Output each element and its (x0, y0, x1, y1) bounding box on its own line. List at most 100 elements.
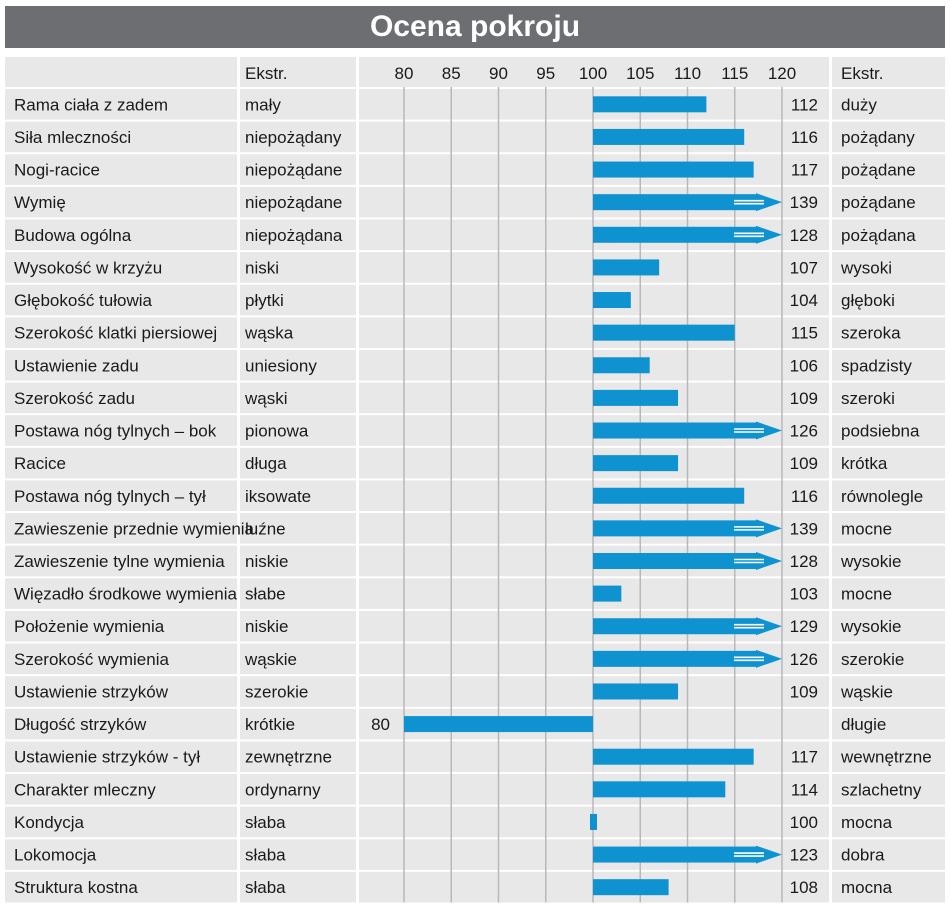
tick-label: 115 (721, 64, 748, 83)
row-cell (832, 806, 945, 838)
row-cell (5, 252, 237, 283)
bar (593, 650, 756, 667)
row-low-extreme: słaba (245, 878, 286, 897)
row-cell (5, 839, 237, 870)
row-cell (832, 349, 945, 381)
tick-label: 110 (674, 64, 701, 83)
bar (593, 683, 679, 700)
bar (593, 161, 754, 178)
row-cell (240, 349, 356, 381)
bar (593, 96, 707, 113)
row-cell (832, 774, 945, 805)
bar (404, 716, 593, 733)
row-low-extreme: niepożądane (245, 193, 342, 212)
row-cell (240, 741, 356, 773)
row-low-extreme: luźne (245, 519, 286, 538)
bar (593, 455, 679, 472)
header-cell (832, 57, 945, 87)
row-trait-label: Zawieszenie tylne wymienia (14, 552, 225, 571)
row-value: 117 (791, 748, 818, 767)
bar-overflow-arrow (756, 617, 782, 636)
row-trait-label: Ustawienie strzyków - tył (14, 748, 200, 767)
row-high-extreme: mocne (841, 585, 892, 604)
row-cell (832, 415, 945, 446)
row-cell (240, 871, 356, 903)
bar (593, 846, 756, 863)
bar (593, 128, 745, 145)
row-cell (832, 708, 945, 740)
row-high-extreme: duży (841, 95, 877, 114)
row-cell (832, 643, 945, 675)
row-cell (832, 284, 945, 316)
row-cell (832, 545, 945, 577)
row-cell (5, 284, 237, 316)
row-low-extreme: niskie (245, 552, 288, 571)
row-trait-label: Kondycja (14, 813, 84, 832)
row-cell (832, 219, 945, 251)
row-low-extreme: niepożądane (245, 161, 342, 180)
row-cell (5, 806, 237, 838)
bar (593, 585, 622, 602)
row-low-extreme: słabe (245, 585, 286, 604)
row-cell (5, 415, 237, 446)
row-high-extreme: pożądany (841, 128, 915, 147)
bar (593, 748, 754, 765)
row-cell (240, 186, 356, 218)
row-low-extreme: krótkie (245, 715, 295, 734)
row-value: 128 (790, 552, 818, 571)
row-low-extreme: niski (245, 258, 279, 277)
bar (593, 520, 756, 537)
row-cell (5, 741, 237, 773)
header-ekstr-right: Ekstr. (841, 64, 884, 83)
row-low-extreme: uniesiony (245, 356, 317, 375)
bar (593, 259, 660, 276)
row-cell (240, 610, 356, 642)
row-trait-label: Racice (14, 454, 66, 473)
row-cell (832, 871, 945, 903)
row-high-extreme: szlachetny (841, 780, 922, 799)
row-value: 100 (790, 813, 818, 832)
row-cell (240, 415, 356, 446)
row-trait-label: Zawieszenie przednie wymienia (14, 519, 255, 538)
row-cell (832, 252, 945, 283)
row-cell (5, 774, 237, 805)
row-cell (240, 839, 356, 870)
row-value: 129 (790, 617, 818, 636)
bar (593, 781, 726, 798)
row-cell (832, 578, 945, 609)
row-value: 112 (791, 95, 818, 114)
row-high-extreme: szeroki (841, 389, 895, 408)
row-low-extreme: wąskie (244, 650, 297, 669)
row-low-extreme: niepożądana (245, 226, 343, 245)
row-low-extreme: niepożądany (245, 128, 342, 147)
tick-label: 100 (579, 64, 607, 83)
row-high-extreme: krótka (841, 454, 888, 473)
row-high-extreme: wysokie (840, 617, 901, 636)
row-high-extreme: pożądane (841, 161, 916, 180)
row-cell (5, 480, 237, 512)
row-low-extreme: iksowate (245, 487, 311, 506)
bar (593, 879, 669, 896)
row-low-extreme: ordynarny (245, 780, 321, 799)
row-cell (5, 708, 237, 740)
row-high-extreme: wąskie (840, 682, 893, 701)
row-low-extreme: wąski (244, 389, 288, 408)
row-cell (832, 317, 945, 348)
row-cell (240, 578, 356, 609)
row-value: 114 (791, 780, 818, 799)
row-trait-label: Postawa nóg tylnych – tył (14, 487, 206, 506)
row-value: 103 (790, 585, 818, 604)
bar (593, 226, 756, 243)
row-value: 106 (790, 356, 818, 375)
row-cell (832, 154, 945, 185)
chart-title: Ocena pokroju (5, 6, 945, 48)
bar (593, 422, 756, 439)
row-trait-label: Nogi-racice (14, 161, 100, 180)
row-low-extreme: mały (245, 95, 281, 114)
row-cell (5, 676, 237, 707)
row-trait-label: Położenie wymienia (14, 617, 165, 636)
row-high-extreme: równolegle (841, 487, 923, 506)
tick-label: 120 (768, 64, 796, 83)
row-value: 109 (790, 682, 818, 701)
